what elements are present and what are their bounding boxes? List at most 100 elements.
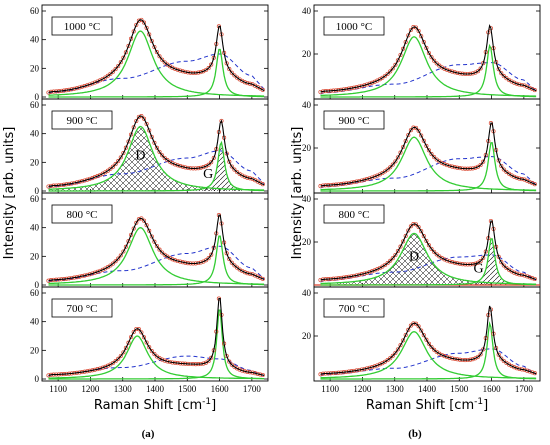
measured-point [408, 224, 413, 229]
measured-point [434, 252, 439, 257]
measured-point [126, 43, 131, 48]
measured-point [154, 243, 159, 249]
measured-point [395, 58, 400, 63]
measured-point [118, 155, 123, 160]
measured-point [227, 159, 232, 164]
d-peak-curve [320, 36, 537, 97]
measured-point [432, 155, 437, 160]
measured-point [499, 163, 504, 169]
y-tick-label: 20 [302, 237, 312, 247]
measured-point [129, 36, 134, 41]
fit-sum-curve [320, 305, 537, 375]
measured-point [421, 40, 426, 45]
measured-point [227, 67, 232, 72]
measured-point [530, 86, 535, 92]
temperature-label-box [51, 204, 113, 224]
measured-point [116, 63, 121, 69]
measured-point [113, 259, 118, 264]
measured-point [121, 350, 126, 355]
measured-point [416, 324, 421, 329]
measured-point [401, 239, 406, 244]
measured-point [408, 323, 413, 328]
x-tick-label: 1400 [418, 384, 437, 394]
fit-sum-curve [320, 220, 537, 281]
measured-point [501, 263, 506, 268]
measured-point [385, 167, 390, 172]
measured-point [232, 167, 237, 172]
measured-point [532, 182, 537, 187]
y-tick-label: 40 [30, 223, 40, 233]
d-peak-curve [320, 136, 537, 191]
fit-sum-curve [48, 214, 265, 282]
measured-point [432, 249, 437, 254]
y-tick-label: 20 [30, 157, 40, 167]
chart-b: 20 40 1000 °C 20 40 900 °C 20 40 800 °C D G 20 40 700… [290, 4, 541, 440]
d-band-label: D [409, 250, 419, 265]
measured-point [390, 256, 395, 261]
measured-point [147, 345, 152, 350]
panel-1: 20 40 1000 °C [302, 4, 541, 100]
measured-point [105, 168, 110, 173]
measured-point [118, 253, 123, 258]
measured-point [504, 169, 509, 174]
x-axis-title-sup: -1 [474, 397, 483, 407]
measured-point [442, 257, 447, 262]
measured-point [530, 181, 535, 186]
measured-point [139, 330, 144, 335]
measured-point [499, 356, 504, 361]
measured-point [419, 229, 424, 234]
measured-point [406, 132, 411, 138]
panel-4: 20 40 700 °C [302, 286, 541, 382]
y-tick-label: 40 [30, 317, 40, 327]
measured-point [121, 249, 126, 254]
measured-point [426, 341, 431, 346]
measured-point [385, 358, 390, 363]
measured-point [118, 353, 123, 359]
measured-point [475, 69, 481, 74]
measured-point [160, 153, 165, 158]
measured-point [172, 162, 178, 167]
measured-point [118, 60, 123, 65]
measured-point [108, 166, 113, 171]
panel-3: 20 40 800 °C D G [302, 192, 541, 288]
measured-point [131, 329, 136, 335]
measured-point [434, 157, 439, 162]
measured-point [385, 261, 390, 266]
measured-point [152, 140, 157, 145]
measured-point [527, 179, 532, 185]
measured-point [113, 359, 118, 364]
measured-point [126, 239, 131, 244]
measured-point [144, 25, 149, 30]
g-peak-curve [48, 309, 265, 380]
measured-point [429, 55, 434, 60]
measured-point [393, 159, 398, 164]
measured-point [388, 165, 393, 170]
measured-point [512, 270, 517, 275]
measured-point [419, 133, 424, 138]
measured-point [229, 362, 234, 367]
measured-point [426, 148, 431, 153]
measured-point [209, 355, 214, 360]
measured-point [209, 252, 214, 257]
measured-point [209, 160, 214, 165]
measured-point [478, 66, 483, 71]
measured-point [527, 85, 532, 90]
measured-point [123, 244, 128, 249]
temperature-label: 800 °C [339, 209, 370, 221]
x-axis-title: Raman Shift [cm-1] [366, 397, 488, 413]
x-tick-label: 1500 [450, 384, 469, 394]
measured-point [398, 150, 403, 155]
y-tick-label: 0 [35, 280, 40, 290]
measured-point [388, 356, 393, 361]
measured-point [136, 114, 141, 119]
measured-point [154, 50, 159, 55]
measured-point [172, 66, 178, 71]
d-peak-curve [48, 227, 265, 285]
g-peak-curve [320, 142, 537, 192]
measured-point [116, 159, 121, 164]
g-peak-curve [320, 321, 537, 380]
measured-point [160, 57, 165, 62]
measured-point [426, 243, 431, 248]
measured-point [229, 70, 234, 75]
